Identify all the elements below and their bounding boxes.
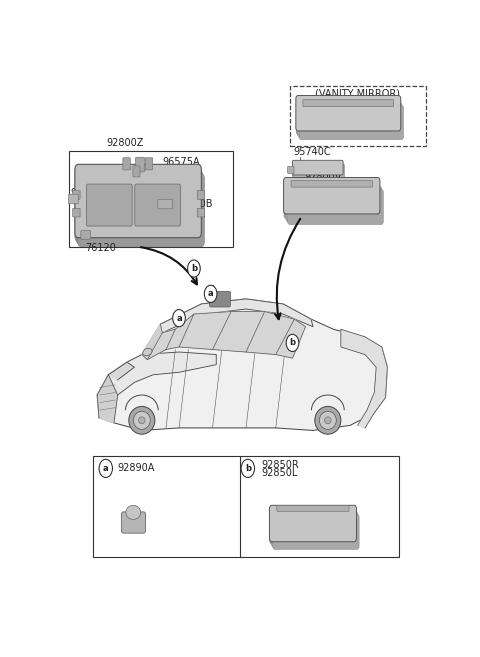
Polygon shape [97, 374, 118, 423]
Ellipse shape [129, 407, 155, 434]
Circle shape [188, 260, 200, 277]
FancyBboxPatch shape [270, 509, 356, 544]
Polygon shape [213, 311, 264, 352]
Text: 92800A: 92800A [320, 100, 357, 110]
FancyBboxPatch shape [294, 164, 345, 180]
Ellipse shape [315, 407, 341, 434]
FancyBboxPatch shape [75, 164, 202, 238]
Text: 96575A: 96575A [162, 158, 200, 168]
Ellipse shape [126, 505, 141, 520]
FancyBboxPatch shape [299, 105, 403, 139]
Text: a: a [103, 464, 108, 473]
Polygon shape [97, 352, 216, 405]
FancyBboxPatch shape [291, 181, 372, 187]
Text: 76120: 76120 [85, 243, 116, 253]
Bar [290, 86, 426, 146]
FancyBboxPatch shape [76, 171, 203, 244]
FancyBboxPatch shape [277, 505, 349, 511]
Polygon shape [108, 362, 134, 380]
Polygon shape [166, 314, 194, 350]
Bar [69, 150, 233, 247]
FancyBboxPatch shape [75, 168, 202, 242]
Ellipse shape [319, 411, 336, 430]
Text: 92800V: 92800V [305, 172, 342, 182]
FancyBboxPatch shape [288, 189, 383, 225]
Text: b: b [289, 338, 296, 348]
FancyBboxPatch shape [269, 505, 357, 542]
FancyBboxPatch shape [288, 166, 294, 173]
Polygon shape [276, 319, 305, 358]
Polygon shape [142, 324, 162, 359]
Text: 92815E: 92815E [71, 188, 108, 198]
FancyBboxPatch shape [158, 199, 172, 209]
Circle shape [99, 459, 112, 478]
FancyBboxPatch shape [86, 184, 132, 226]
Ellipse shape [133, 411, 150, 430]
Text: 96576: 96576 [151, 164, 182, 174]
Circle shape [286, 334, 299, 351]
Polygon shape [246, 311, 294, 355]
Bar [94, 456, 398, 557]
FancyBboxPatch shape [296, 100, 400, 135]
FancyBboxPatch shape [303, 100, 394, 106]
Text: 92850L: 92850L [261, 468, 297, 478]
Text: b: b [191, 264, 197, 273]
Polygon shape [97, 299, 387, 430]
FancyBboxPatch shape [197, 208, 204, 217]
FancyBboxPatch shape [123, 158, 130, 170]
FancyBboxPatch shape [296, 95, 401, 131]
Text: 92830B: 92830B [175, 199, 213, 210]
Ellipse shape [324, 417, 331, 424]
Text: a: a [176, 313, 182, 323]
FancyBboxPatch shape [197, 191, 204, 199]
FancyBboxPatch shape [298, 102, 402, 137]
Text: b: b [245, 464, 251, 473]
FancyBboxPatch shape [72, 191, 80, 199]
FancyBboxPatch shape [133, 166, 140, 177]
FancyBboxPatch shape [69, 194, 78, 204]
FancyBboxPatch shape [78, 173, 204, 247]
Polygon shape [142, 299, 313, 359]
Text: a: a [208, 289, 214, 298]
FancyBboxPatch shape [284, 177, 380, 214]
FancyBboxPatch shape [284, 183, 380, 219]
Ellipse shape [143, 348, 152, 355]
Polygon shape [179, 311, 231, 350]
Circle shape [241, 459, 254, 478]
FancyBboxPatch shape [271, 511, 358, 547]
FancyBboxPatch shape [72, 208, 80, 217]
Text: 92800Z: 92800Z [107, 138, 144, 148]
Circle shape [173, 309, 185, 327]
FancyBboxPatch shape [135, 157, 144, 172]
Text: 92890A: 92890A [118, 463, 155, 474]
Text: 92850R: 92850R [261, 460, 299, 470]
Polygon shape [147, 329, 175, 359]
FancyBboxPatch shape [292, 160, 343, 175]
FancyBboxPatch shape [273, 514, 359, 549]
Text: 95740C: 95740C [294, 147, 331, 157]
Circle shape [204, 285, 217, 302]
Ellipse shape [139, 417, 145, 424]
Polygon shape [341, 329, 387, 428]
FancyBboxPatch shape [81, 231, 91, 239]
Text: (VANITY MIRROR): (VANITY MIRROR) [315, 89, 400, 99]
FancyBboxPatch shape [286, 186, 382, 221]
FancyBboxPatch shape [145, 158, 153, 170]
FancyBboxPatch shape [121, 512, 145, 533]
FancyBboxPatch shape [292, 162, 343, 177]
FancyBboxPatch shape [135, 184, 180, 226]
FancyBboxPatch shape [210, 291, 230, 307]
